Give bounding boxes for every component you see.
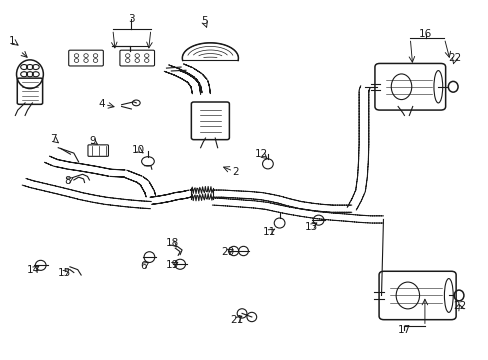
Text: 8: 8 [64, 176, 71, 186]
Text: 5: 5 [201, 17, 207, 27]
Text: 21: 21 [230, 315, 244, 325]
Text: 22: 22 [447, 53, 461, 63]
Text: 14: 14 [27, 265, 41, 275]
Text: 19: 19 [165, 260, 179, 270]
Text: 1: 1 [9, 36, 15, 46]
Text: 7: 7 [50, 134, 57, 144]
Text: 3: 3 [128, 14, 134, 24]
Text: 10: 10 [131, 144, 144, 154]
Text: 20: 20 [221, 247, 234, 257]
Text: 18: 18 [165, 238, 179, 248]
Text: 22: 22 [452, 301, 466, 311]
Text: 13: 13 [305, 222, 318, 231]
Text: 4: 4 [99, 99, 105, 109]
Text: 17: 17 [397, 325, 410, 335]
Text: 9: 9 [89, 136, 96, 145]
Text: 16: 16 [418, 29, 431, 39]
Text: 15: 15 [58, 268, 71, 278]
Text: 11: 11 [263, 227, 276, 237]
Text: 6: 6 [140, 261, 146, 271]
Text: 12: 12 [254, 149, 267, 159]
Text: 2: 2 [232, 167, 239, 177]
